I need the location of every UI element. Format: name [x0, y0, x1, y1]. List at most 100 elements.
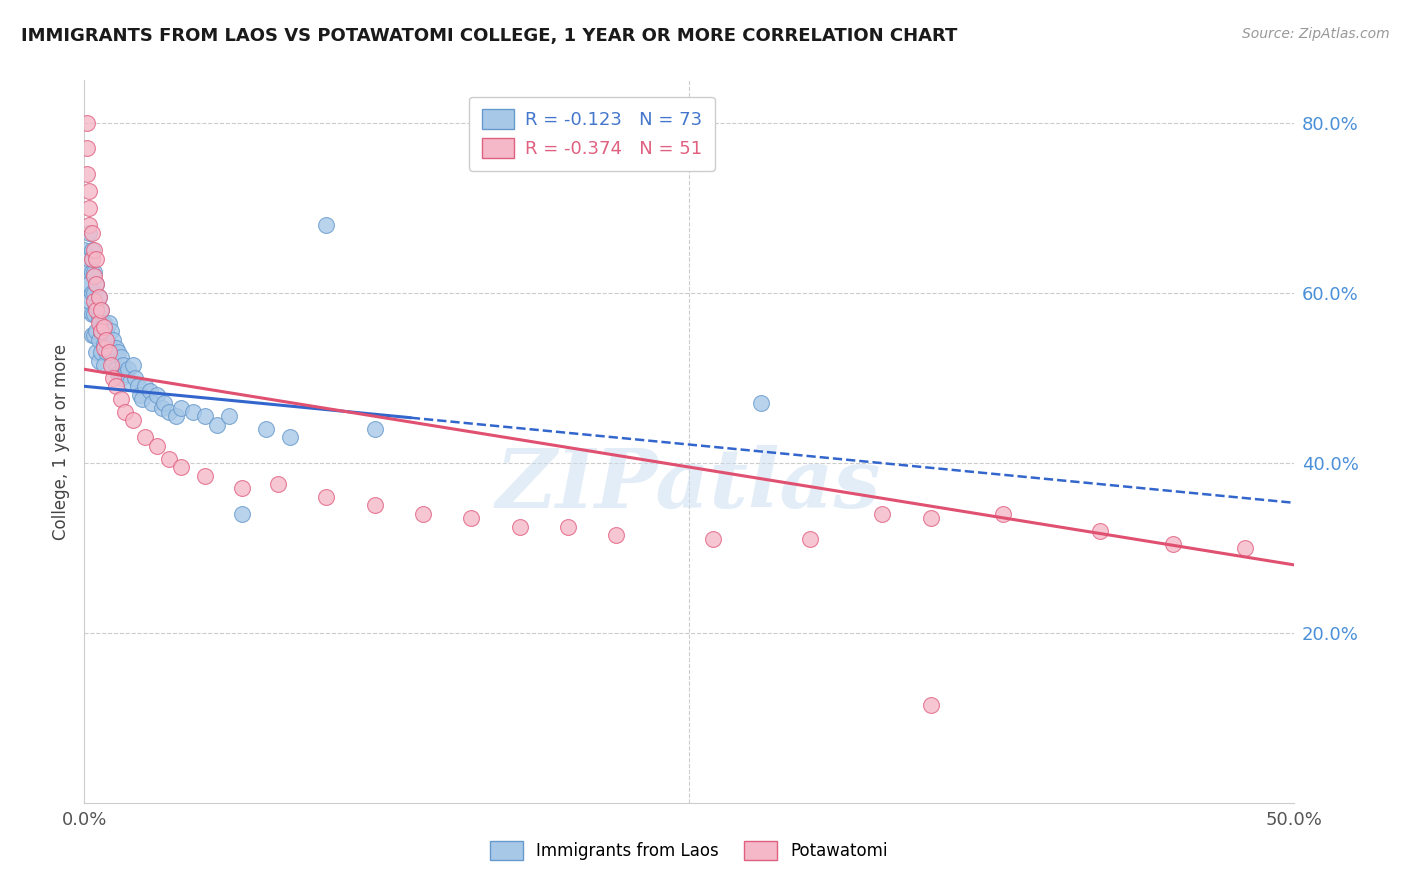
Point — [83, 264, 105, 278]
Point — [80, 285, 103, 300]
Point — [112, 358, 135, 372]
Point — [124, 371, 146, 385]
Point — [231, 507, 253, 521]
Point — [799, 533, 821, 547]
Point — [76, 141, 98, 155]
Point — [702, 533, 724, 547]
Text: ZIPatlas: ZIPatlas — [496, 445, 882, 524]
Point — [86, 277, 108, 292]
Point — [170, 460, 193, 475]
Point — [83, 285, 105, 300]
Point — [157, 451, 180, 466]
Point — [920, 511, 942, 525]
Point — [315, 218, 337, 232]
Point — [87, 311, 110, 326]
Point — [86, 299, 108, 313]
Point — [97, 336, 120, 351]
Point — [93, 341, 115, 355]
Point — [460, 511, 482, 525]
Point — [363, 498, 385, 512]
Point — [83, 294, 105, 309]
Point — [146, 388, 169, 402]
Point — [90, 302, 112, 317]
Point — [87, 290, 110, 304]
Point — [90, 302, 112, 317]
Point — [146, 439, 169, 453]
Point — [93, 358, 115, 372]
Point — [97, 345, 120, 359]
Point — [110, 371, 132, 385]
Text: Source: ZipAtlas.com: Source: ZipAtlas.com — [1241, 27, 1389, 41]
Point — [103, 353, 125, 368]
Point — [100, 324, 122, 338]
Point — [751, 396, 773, 410]
Point — [83, 307, 105, 321]
Point — [80, 307, 103, 321]
Point — [165, 409, 187, 423]
Point — [104, 379, 127, 393]
Point — [73, 244, 96, 258]
Point — [872, 507, 894, 521]
Point — [86, 345, 108, 359]
Point — [231, 481, 253, 495]
Point — [86, 302, 108, 317]
Point — [278, 430, 301, 444]
Point — [131, 392, 153, 406]
Point — [77, 294, 100, 309]
Point — [77, 184, 100, 198]
Point — [117, 362, 139, 376]
Point — [80, 227, 103, 241]
Point — [83, 268, 105, 283]
Point — [87, 353, 110, 368]
Point — [181, 405, 204, 419]
Legend: Immigrants from Laos, Potawatomi: Immigrants from Laos, Potawatomi — [484, 835, 894, 867]
Point — [94, 324, 117, 338]
Point — [86, 324, 108, 338]
Point — [129, 388, 152, 402]
Point — [509, 519, 531, 533]
Point — [107, 345, 129, 359]
Point — [90, 324, 112, 338]
Point — [1161, 536, 1184, 550]
Point — [920, 698, 942, 712]
Point — [90, 324, 112, 338]
Point — [412, 507, 434, 521]
Point — [103, 371, 125, 385]
Point — [170, 401, 193, 415]
Point — [86, 252, 108, 266]
Point — [107, 367, 129, 381]
Point — [993, 507, 1015, 521]
Point — [87, 290, 110, 304]
Point — [218, 409, 240, 423]
Point — [104, 341, 127, 355]
Point — [80, 264, 103, 278]
Point — [1088, 524, 1111, 538]
Point — [77, 218, 100, 232]
Point — [267, 477, 290, 491]
Point — [127, 379, 149, 393]
Point — [363, 422, 385, 436]
Point — [93, 336, 115, 351]
Point — [121, 358, 143, 372]
Point — [103, 333, 125, 347]
Point — [83, 244, 105, 258]
Point — [100, 345, 122, 359]
Point — [150, 401, 173, 415]
Point — [93, 316, 115, 330]
Point — [110, 350, 132, 364]
Point — [77, 227, 100, 241]
Point — [94, 333, 117, 347]
Point — [90, 345, 112, 359]
Point — [87, 316, 110, 330]
Point — [80, 252, 103, 266]
Point — [93, 319, 115, 334]
Point — [134, 379, 156, 393]
Point — [134, 430, 156, 444]
Point — [605, 528, 627, 542]
Point — [557, 519, 579, 533]
Point — [94, 345, 117, 359]
Point — [77, 252, 100, 266]
Point — [80, 328, 103, 343]
Point — [76, 277, 98, 292]
Point — [114, 367, 136, 381]
